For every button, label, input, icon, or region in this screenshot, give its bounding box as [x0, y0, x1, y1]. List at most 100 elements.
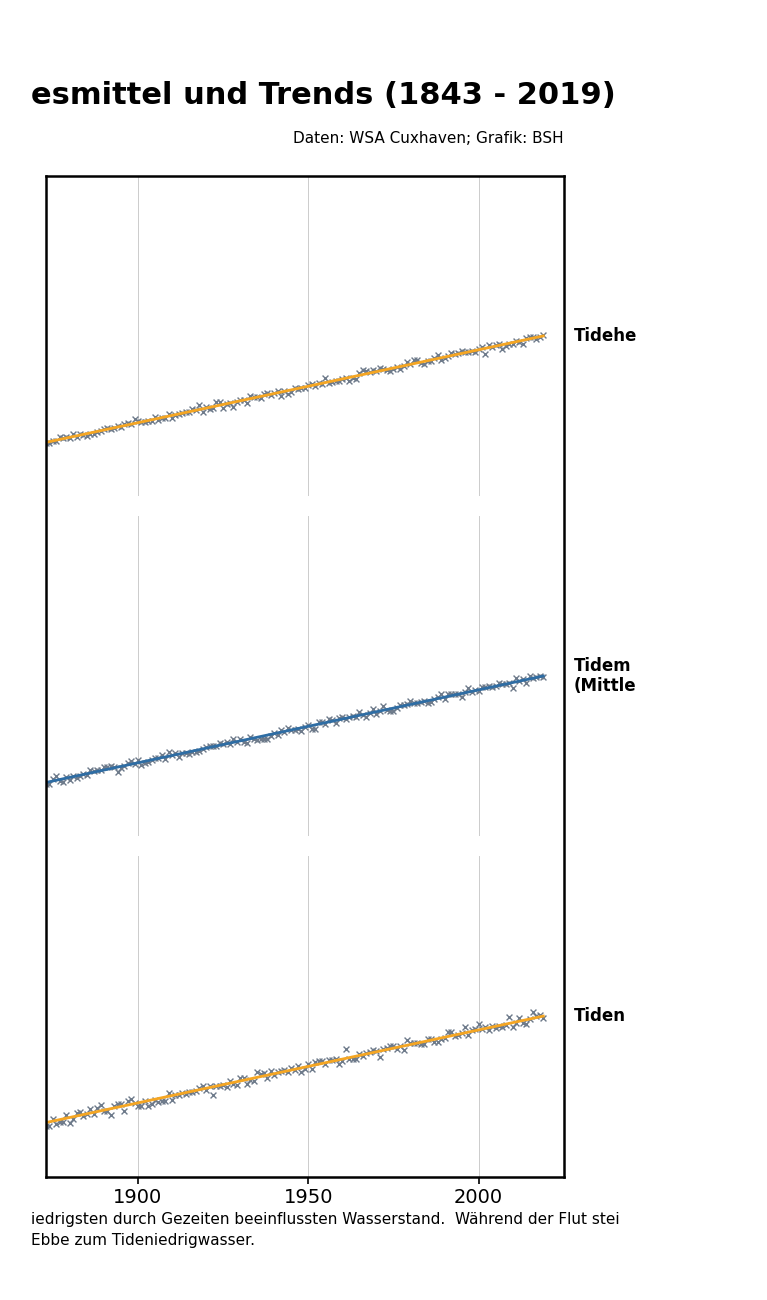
- Point: [530, 1006, 542, 1027]
- Point: [404, 1034, 416, 1054]
- Point: [74, 1101, 86, 1122]
- Point: [394, 694, 407, 715]
- Point: [316, 711, 328, 732]
- Point: [275, 386, 287, 407]
- Point: [159, 1091, 171, 1112]
- Point: [262, 382, 274, 403]
- Point: [364, 1041, 376, 1062]
- Point: [364, 361, 376, 382]
- Point: [370, 703, 383, 724]
- Point: [262, 1067, 274, 1088]
- Point: [275, 1061, 287, 1082]
- Point: [16, 1114, 28, 1135]
- Point: [54, 1112, 66, 1132]
- Point: [343, 370, 355, 391]
- Point: [12, 776, 25, 797]
- Point: [179, 402, 192, 422]
- Point: [40, 433, 52, 454]
- Point: [176, 402, 189, 422]
- Point: [115, 417, 127, 438]
- Point: [496, 1017, 509, 1037]
- Point: [295, 378, 308, 399]
- Point: [26, 1110, 38, 1131]
- Point: [258, 728, 270, 749]
- Point: [411, 693, 423, 714]
- Point: [442, 346, 454, 367]
- Point: [30, 432, 42, 452]
- Point: [30, 1117, 42, 1138]
- Point: [377, 696, 390, 716]
- Point: [333, 708, 345, 729]
- Point: [118, 413, 130, 434]
- Point: [520, 1014, 532, 1035]
- Point: [281, 384, 294, 404]
- Point: [414, 352, 426, 373]
- Text: esmittel und Trends (1843 - 2019): esmittel und Trends (1843 - 2019): [31, 82, 615, 111]
- Point: [163, 1083, 175, 1104]
- Point: [54, 771, 66, 792]
- Point: [67, 1109, 80, 1130]
- Point: [200, 396, 212, 417]
- Point: [135, 412, 147, 433]
- Point: [329, 1049, 341, 1070]
- Point: [414, 692, 426, 712]
- Point: [493, 334, 505, 355]
- Point: [316, 1050, 328, 1071]
- Point: [506, 1017, 518, 1037]
- Point: [354, 363, 366, 384]
- Point: [513, 1008, 525, 1028]
- Point: [26, 775, 38, 796]
- Point: [193, 740, 206, 760]
- Point: [244, 727, 256, 747]
- Point: [210, 736, 222, 757]
- Point: [244, 386, 256, 407]
- Point: [12, 1119, 25, 1140]
- Point: [224, 393, 236, 413]
- Point: [213, 1075, 225, 1096]
- Point: [278, 1060, 291, 1080]
- Point: [189, 399, 202, 420]
- Point: [482, 334, 495, 355]
- Point: [445, 684, 457, 705]
- Point: [380, 1037, 393, 1058]
- Point: [139, 1091, 151, 1112]
- Point: [347, 368, 359, 389]
- Point: [408, 693, 420, 714]
- Point: [139, 753, 151, 774]
- Point: [210, 1075, 222, 1096]
- Point: [350, 1048, 362, 1069]
- Point: [340, 708, 352, 729]
- Point: [272, 1062, 284, 1083]
- Point: [463, 679, 475, 699]
- Point: [71, 426, 83, 447]
- Point: [367, 699, 379, 720]
- Text: Tidem
(Mittle: Tidem (Mittle: [574, 656, 637, 696]
- Point: [421, 693, 433, 714]
- Point: [0, 783, 5, 803]
- Point: [418, 354, 430, 374]
- Point: [47, 1108, 59, 1128]
- Point: [135, 754, 147, 775]
- Point: [81, 1104, 93, 1124]
- Point: [354, 1043, 366, 1063]
- Point: [482, 676, 495, 697]
- Point: [452, 1024, 464, 1045]
- Point: [173, 404, 185, 425]
- Point: [19, 434, 31, 455]
- Point: [268, 1065, 281, 1086]
- Point: [275, 720, 287, 741]
- Point: [452, 343, 464, 364]
- Point: [439, 1027, 451, 1048]
- Point: [97, 419, 110, 439]
- Point: [469, 679, 482, 699]
- Point: [299, 716, 311, 737]
- Point: [459, 342, 471, 363]
- Point: [108, 757, 120, 777]
- Point: [149, 407, 161, 428]
- Point: [357, 1045, 369, 1066]
- Point: [360, 707, 372, 728]
- Point: [486, 337, 499, 358]
- Point: [77, 425, 90, 446]
- Point: [292, 719, 304, 740]
- Point: [220, 732, 232, 753]
